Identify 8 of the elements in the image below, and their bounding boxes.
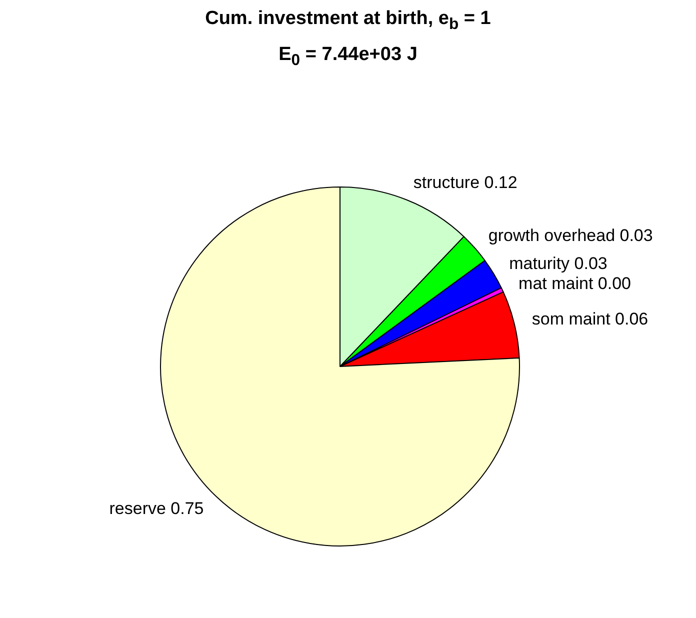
slice-label: reserve 0.75 (109, 499, 204, 518)
slice-label: growth overhead 0.03 (488, 226, 653, 245)
slice-label: som maint 0.06 (532, 310, 648, 329)
chart-title: Cum. investment at birth, e$_{b}$ = 1 (204, 8, 492, 34)
slice-label: mat maint 0.00 (518, 274, 632, 294)
slice-label: structure 0.12 (413, 172, 518, 192)
chart-subtitle: E$_{0}$ = 7.44e+03 J (278, 44, 418, 70)
slice-label: maturity 0.03 (509, 254, 608, 274)
